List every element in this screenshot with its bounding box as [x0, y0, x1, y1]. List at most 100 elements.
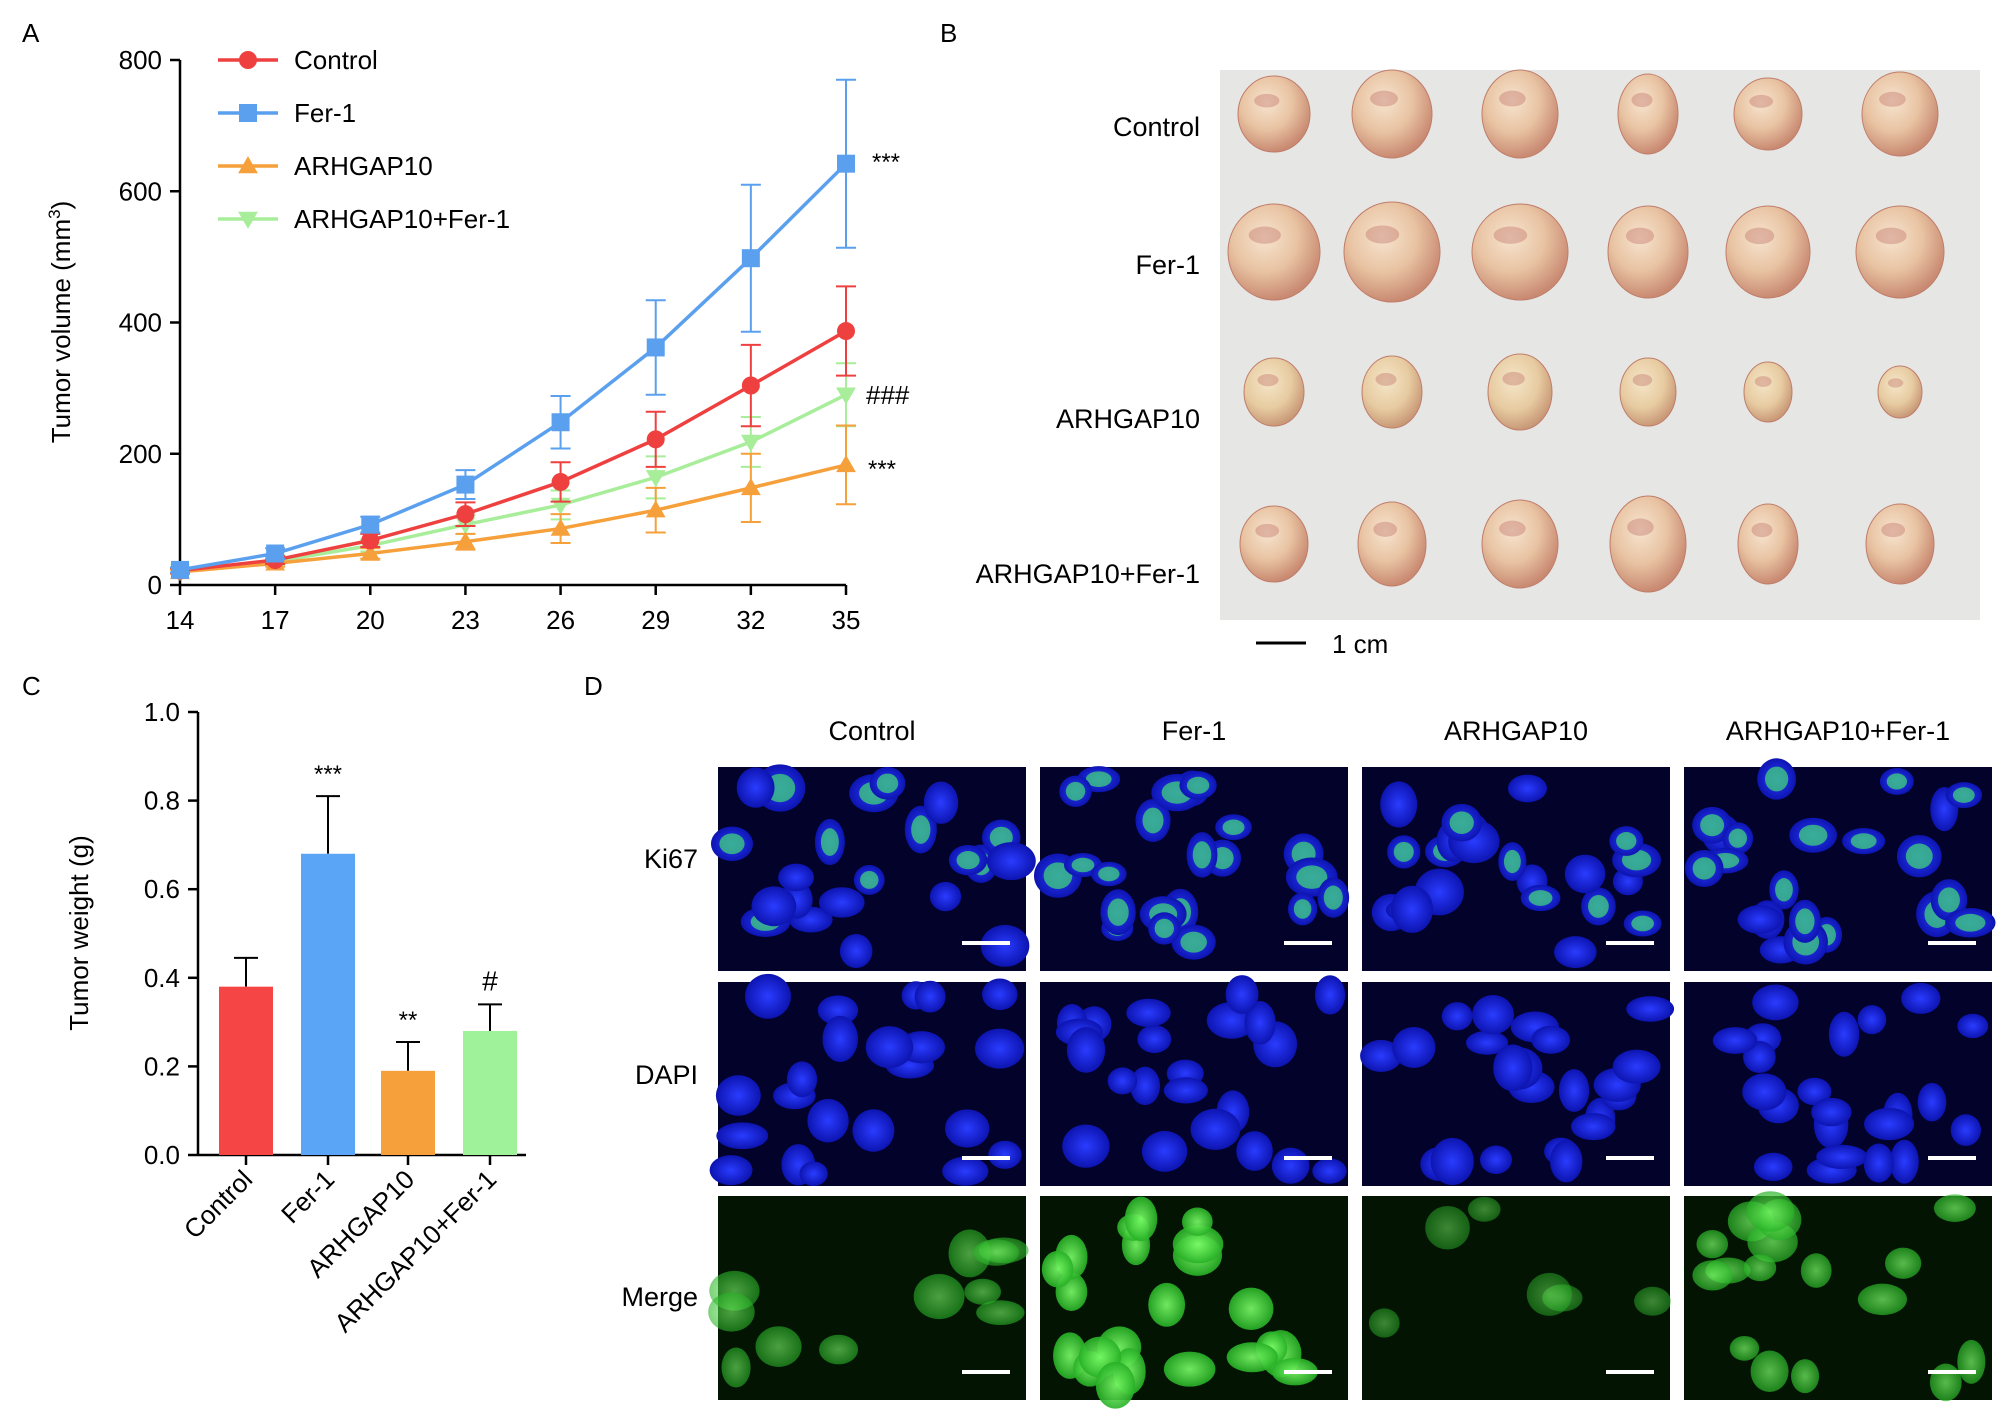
cell-nucleus	[1380, 781, 1418, 828]
tumor-specimen	[1361, 355, 1423, 429]
cell-nucleus	[716, 1122, 769, 1150]
tumor-texture	[1373, 521, 1398, 537]
data-point	[836, 455, 856, 473]
cell-nucleus	[1570, 1112, 1616, 1141]
data-point	[837, 154, 855, 173]
cell-nucleus	[839, 933, 873, 969]
cell-signal	[1729, 1335, 1760, 1361]
column-label-arhgap10: ARHGAP10	[1444, 716, 1588, 746]
cell-nucleus	[1864, 1107, 1915, 1141]
cell-nucleus	[923, 781, 959, 824]
micrograph-ki67-fer-1	[1033, 766, 1350, 971]
cell-nucleus	[1863, 1143, 1894, 1183]
micrograph-grid	[708, 758, 1996, 1409]
micrograph-dapi-arhgap10-fer-1	[1684, 982, 1992, 1186]
cell-signal	[1800, 1253, 1832, 1288]
y-axis-label: Tumor weight (g)	[64, 835, 94, 1031]
tumor-texture	[1255, 523, 1280, 538]
cell-nucleus	[715, 1075, 761, 1116]
cell-nucleus	[986, 842, 1036, 881]
bar-fer-1	[301, 853, 355, 1155]
photo-row-labels: Control Fer-1 ARHGAP10 ARHGAP10+Fer-1	[976, 112, 1200, 589]
micrograph-merge-arhgap10-fer-1	[1684, 1191, 1992, 1402]
cell-nucleus	[1066, 1027, 1106, 1073]
photo-row-label-arhgap10: ARHGAP10	[1056, 404, 1200, 434]
data-point	[740, 477, 761, 496]
cell-nucleus	[736, 767, 775, 808]
tumor-texture	[1631, 92, 1653, 108]
tumor-specimen	[1343, 201, 1441, 303]
cell-signal	[1933, 1194, 1976, 1222]
x-tick-label: 14	[166, 605, 195, 635]
cell-nucleus	[1554, 936, 1597, 969]
data-point	[361, 515, 380, 534]
panel-label-b: B	[940, 18, 957, 48]
x-tick-label: 17	[261, 605, 290, 635]
cell-signal	[1226, 1342, 1278, 1373]
cell-signal	[708, 1292, 755, 1332]
tumor-texture	[1751, 522, 1773, 538]
ki67-signal	[1503, 849, 1521, 874]
legend-item-arhgap10: ARHGAP10	[218, 151, 433, 181]
tumor-specimen	[1725, 205, 1811, 299]
data-point	[741, 376, 760, 395]
tumor-texture	[1248, 226, 1281, 244]
ki67-signal	[1107, 898, 1129, 926]
micrograph-ki67-control	[710, 764, 1036, 971]
cell-nucleus	[1752, 984, 1799, 1021]
data-point	[456, 475, 475, 494]
cell-nucleus	[1130, 1066, 1161, 1106]
ki67-signal	[1192, 841, 1212, 869]
cell-nucleus	[1889, 1139, 1919, 1184]
cell-nucleus	[942, 1156, 989, 1186]
cell-nucleus	[1314, 975, 1346, 1015]
legend-label: Fer-1	[294, 98, 356, 128]
ki67-signal	[1085, 771, 1112, 787]
cell-nucleus	[1493, 1044, 1533, 1092]
tumor-specimen	[1865, 503, 1935, 585]
y-tick-label: 0.8	[144, 786, 180, 816]
cell-signal	[964, 1278, 1002, 1305]
cell-signal	[1929, 1363, 1962, 1402]
cell-nucleus	[865, 1026, 914, 1069]
tumor-specimen	[1481, 499, 1559, 589]
tumor-texture	[1754, 376, 1772, 387]
x-tick-label: 23	[451, 605, 480, 635]
cell-signal	[1750, 1350, 1789, 1393]
micrograph-dapi-arhgap10	[1360, 982, 1675, 1186]
data-point	[551, 413, 570, 432]
cell-nucleus	[1901, 982, 1941, 1014]
significance-marker: **	[399, 1007, 418, 1034]
cell-nucleus	[1141, 1130, 1188, 1172]
cell-nucleus	[799, 1161, 828, 1187]
data-point	[741, 249, 760, 268]
cell-signal	[1163, 1351, 1216, 1387]
cell-nucleus	[1737, 904, 1783, 934]
cell-signal	[1095, 1361, 1136, 1409]
ki67-signal	[1071, 857, 1095, 873]
data-point	[645, 470, 666, 488]
data-point	[361, 531, 380, 550]
ki67-signal	[1154, 918, 1174, 939]
cell-nucleus	[1441, 1002, 1473, 1031]
tumor-specimen	[1855, 205, 1945, 299]
cell-signal	[1857, 1283, 1907, 1316]
tumor-texture	[1881, 522, 1906, 538]
cell-nucleus	[1244, 1001, 1276, 1045]
tumor-texture	[1744, 227, 1775, 245]
ki67-signal	[719, 833, 745, 855]
micrograph-merge-control	[708, 1196, 1029, 1400]
row-label-merge: Merge	[621, 1282, 698, 1312]
cell-nucleus	[1163, 1077, 1208, 1104]
tumor-specimen	[1619, 357, 1677, 427]
cell-signal	[1957, 1339, 1986, 1384]
cell-nucleus	[929, 881, 962, 912]
cell-nucleus	[1062, 1124, 1110, 1168]
tumor-specimen	[1861, 71, 1939, 157]
cell-signal	[1696, 1229, 1729, 1259]
legend-marker	[238, 211, 258, 229]
y-tick-label: 200	[119, 439, 162, 469]
cell-nucleus	[1465, 1030, 1509, 1055]
cell-signal	[976, 1300, 1025, 1326]
ki67-signal	[1700, 814, 1725, 837]
